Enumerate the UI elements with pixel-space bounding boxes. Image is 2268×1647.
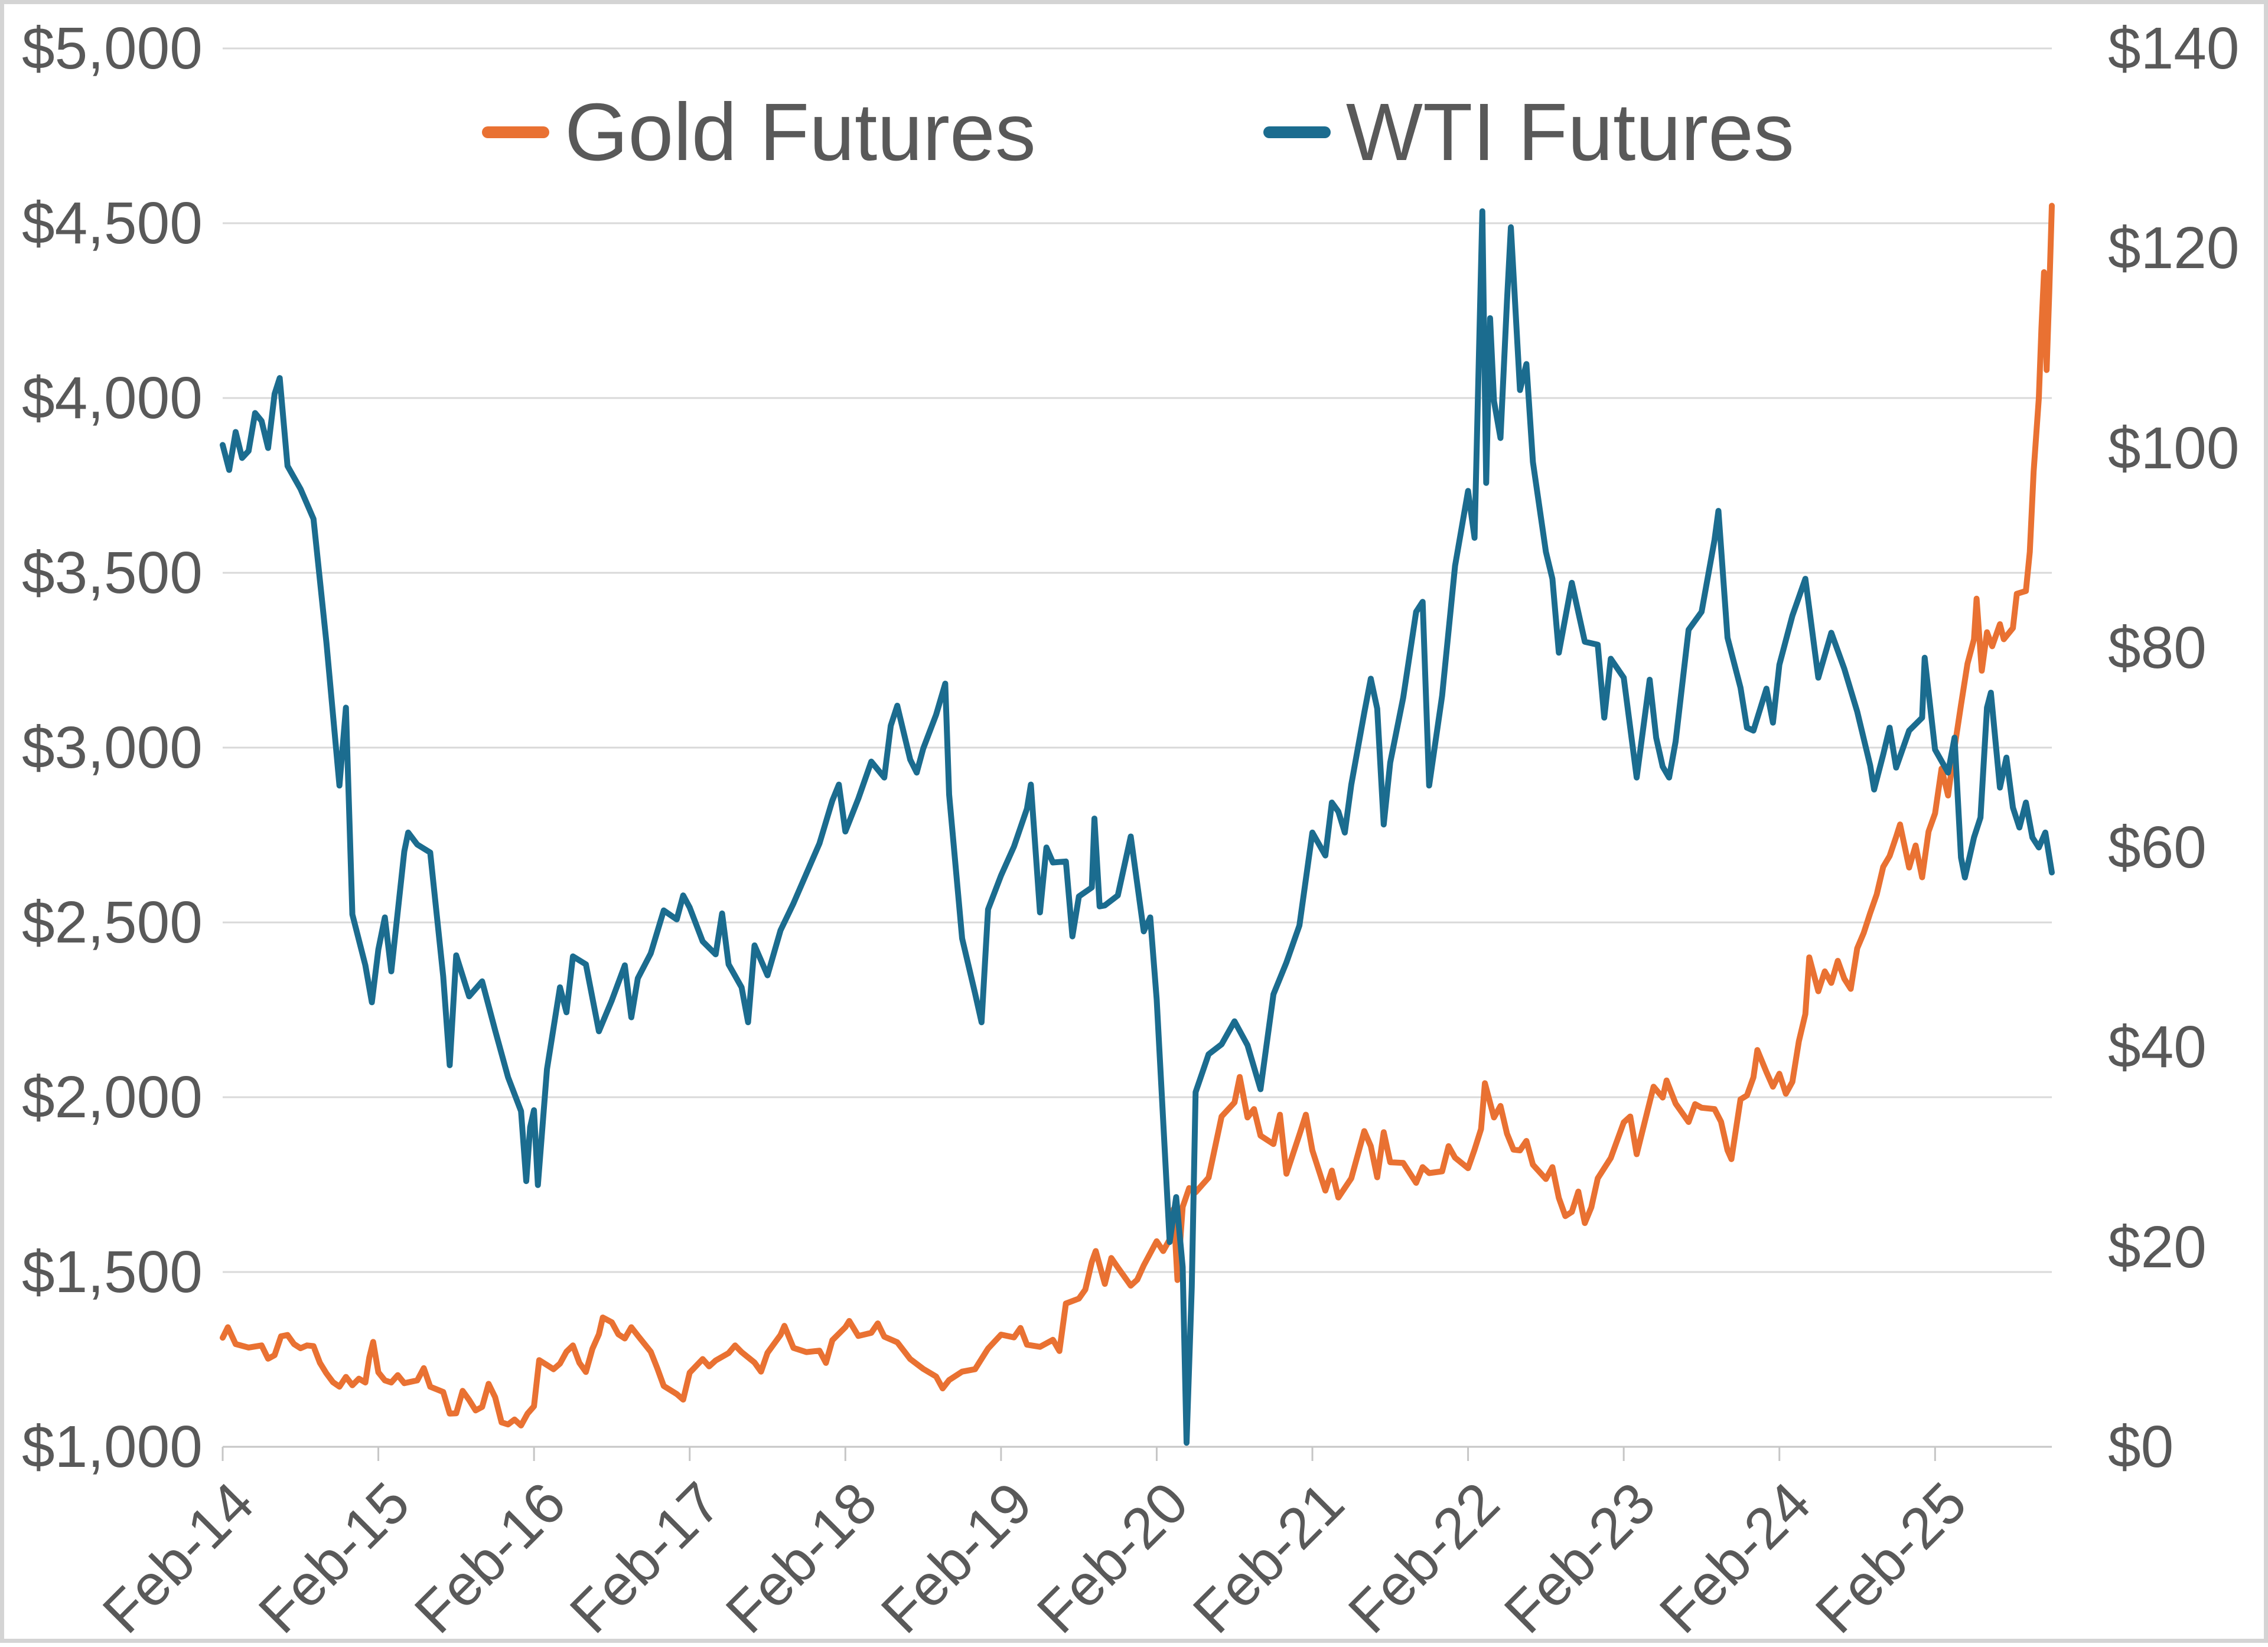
legend-item-gold[interactable]: Gold Futures bbox=[482, 92, 1036, 173]
right-axis-tick-label: $40 bbox=[2108, 1014, 2207, 1081]
left-axis-tick-label: $1,500 bbox=[22, 1239, 203, 1305]
legend-label-wti: WTI Futures bbox=[1345, 87, 1794, 178]
right-axis-tick-label: $60 bbox=[2108, 814, 2207, 881]
legend-item-wti[interactable]: WTI Futures bbox=[1263, 92, 1794, 173]
left-axis-tick-label: $2,000 bbox=[22, 1064, 203, 1130]
left-axis-tick-label: $3,500 bbox=[22, 540, 203, 606]
right-axis-tick-label: $0 bbox=[2108, 1414, 2174, 1480]
left-axis-tick-label: $4,000 bbox=[22, 365, 203, 431]
left-axis-tick-label: $4,500 bbox=[22, 190, 203, 256]
left-axis-tick-label: $2,500 bbox=[22, 889, 203, 955]
left-axis-tick-label: $3,000 bbox=[22, 715, 203, 781]
right-axis-tick-label: $140 bbox=[2108, 15, 2240, 81]
legend-label-gold: Gold Futures bbox=[565, 87, 1036, 178]
right-axis-tick-label: $20 bbox=[2108, 1214, 2207, 1280]
gold-line-swatch-icon bbox=[482, 126, 550, 138]
left-axis-tick-label: $5,000 bbox=[22, 15, 203, 81]
right-axis-tick-label: $100 bbox=[2108, 415, 2240, 481]
left-axis-tick-label: $1,000 bbox=[22, 1414, 203, 1480]
wti-futures-series-line[interactable] bbox=[220, 208, 2055, 1446]
wti-line-swatch-icon bbox=[1263, 126, 1331, 138]
gold-futures-series-line[interactable] bbox=[220, 203, 2055, 1429]
chart-legend: Gold Futures WTI Futures bbox=[223, 92, 2054, 173]
right-axis-tick-label: $80 bbox=[2108, 614, 2207, 681]
right-axis-tick-label: $120 bbox=[2108, 215, 2240, 282]
dual-axis-line-plot bbox=[220, 47, 2055, 1461]
